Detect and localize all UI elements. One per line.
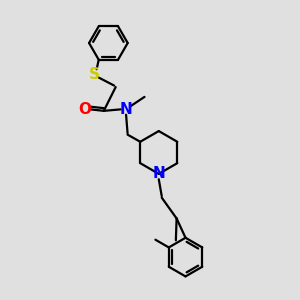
Text: S: S [89, 67, 100, 82]
Text: O: O [78, 102, 91, 117]
Text: N: N [120, 102, 132, 117]
Text: N: N [152, 167, 165, 182]
